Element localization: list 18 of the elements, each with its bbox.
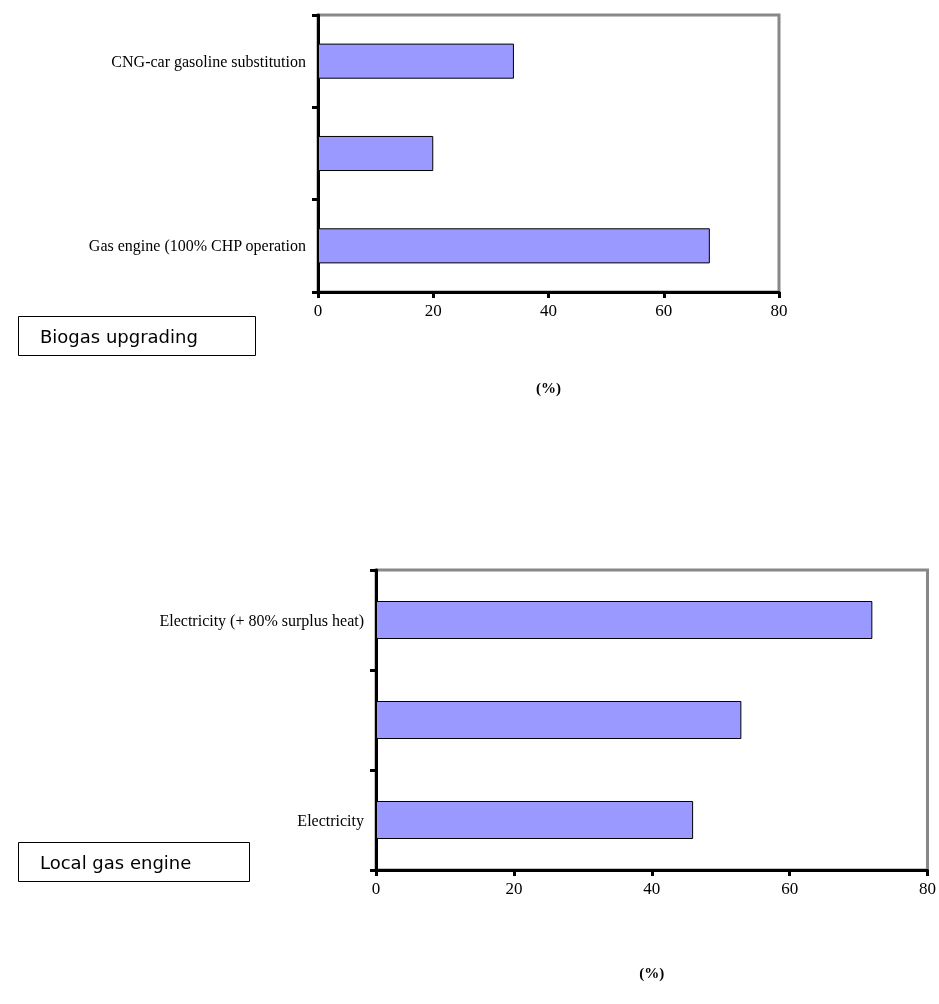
x-tick-label: 20 bbox=[424, 301, 442, 320]
x-tick-label: 80 bbox=[919, 879, 936, 898]
text: Local gas engine bbox=[40, 851, 192, 873]
x-tick-label: 40 bbox=[643, 879, 661, 898]
x-tick-label: 0 bbox=[313, 301, 323, 320]
y-tick-label: Electricity bbox=[297, 811, 364, 830]
x-tick-label: 60 bbox=[655, 301, 673, 320]
x-tick-label: 0 bbox=[371, 879, 381, 898]
x-tick-label: 20 bbox=[505, 879, 523, 898]
y-tick-label: Gas engine (100% CHP operation bbox=[88, 237, 306, 256]
x-tick-label: 40 bbox=[540, 301, 557, 320]
x-tick-label: 60 bbox=[781, 879, 799, 898]
text: Biogas upgrading bbox=[40, 325, 198, 347]
x-tick-label: 80 bbox=[770, 301, 788, 320]
x-axis-title: (%) bbox=[536, 379, 561, 397]
y-tick-label: CNG-car gasoline substitution bbox=[111, 52, 306, 71]
y-tick-label: Electricity (+ 80% surplus heat) bbox=[159, 611, 364, 630]
x-axis-title: (%) bbox=[639, 964, 665, 982]
